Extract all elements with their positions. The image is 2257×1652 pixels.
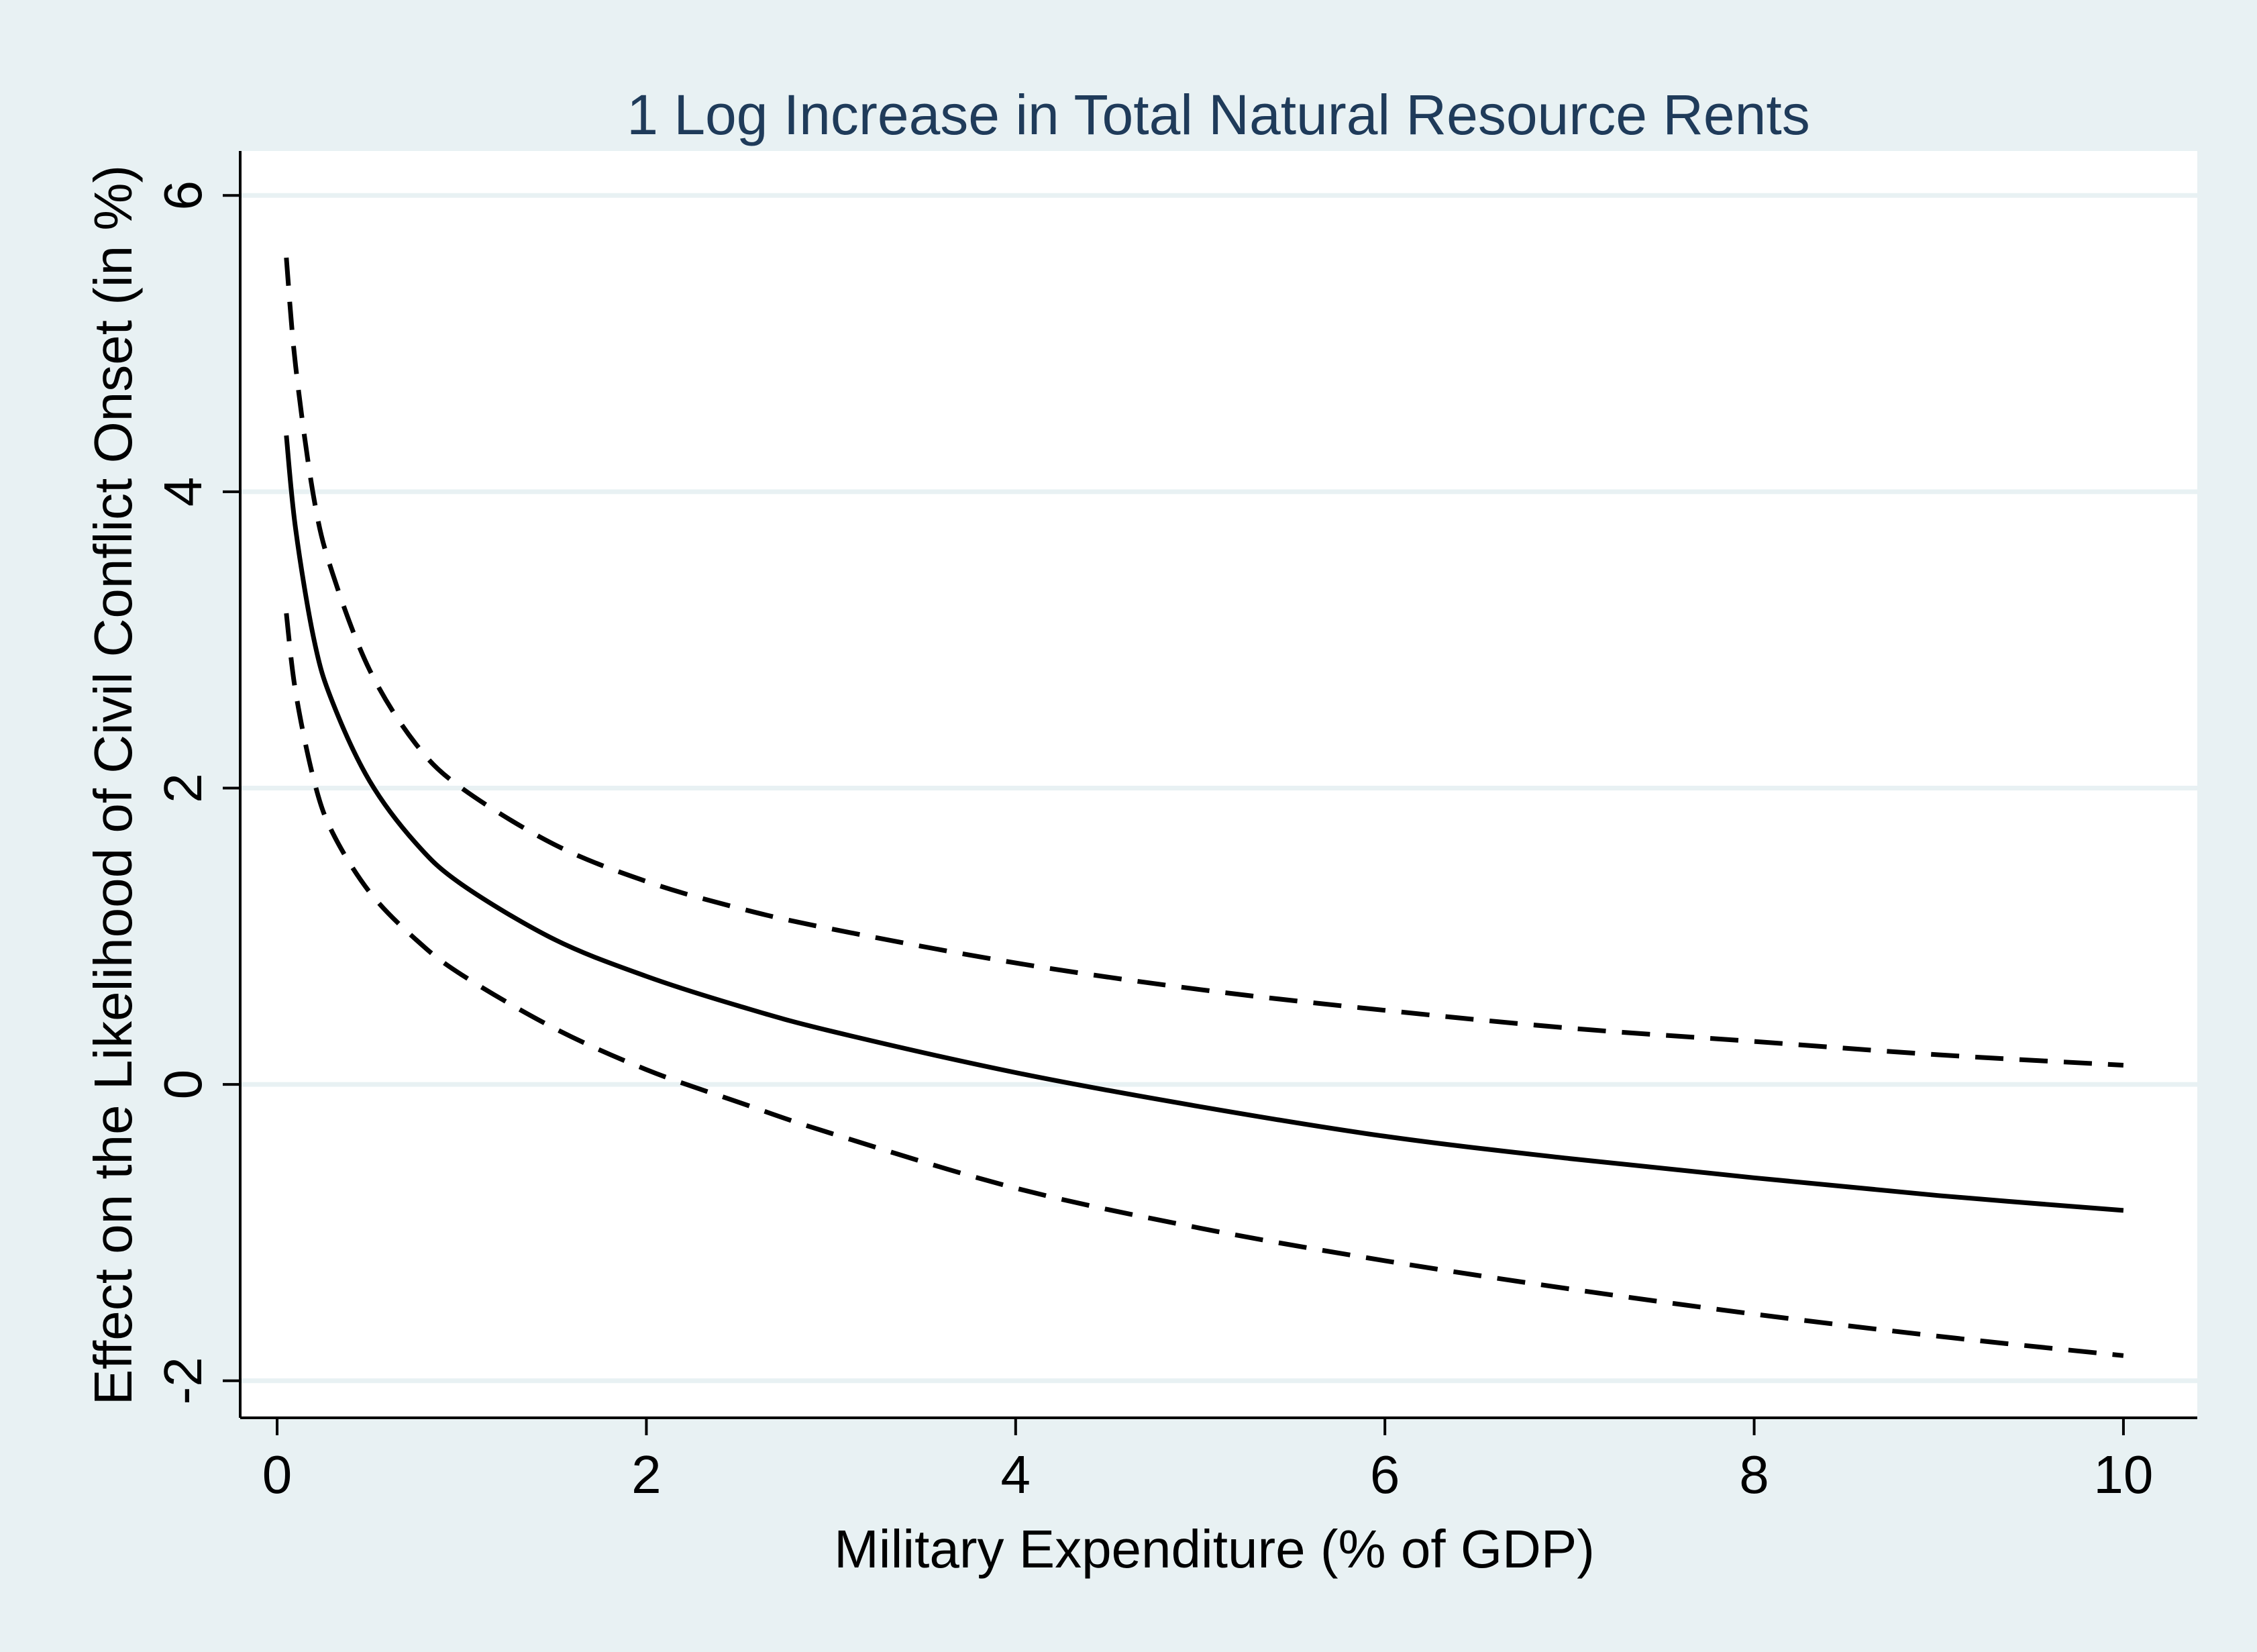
chart-title: 1 Log Increase in Total Natural Resource… (627, 83, 1809, 146)
axes: 0 2 4 6 8 10 -2 0 2 4 6 (153, 151, 2197, 1504)
marginal-effect-line (284, 435, 2124, 1213)
y-tick-label: 0 (153, 1070, 213, 1100)
x-tick-label: 10 (2093, 1445, 2153, 1504)
y-axis-label: Effect on the Likelihood of Civil Confli… (83, 165, 143, 1405)
y-tick-label: 4 (153, 477, 213, 507)
x-tick-label: 4 (1001, 1445, 1031, 1504)
series-lines (284, 257, 2124, 1358)
x-tick-label: 6 (1370, 1445, 1400, 1504)
plot-background (240, 151, 2197, 1418)
x-axis-label: Military Expenditure (% of GDP) (834, 1519, 1595, 1579)
y-tick-label: -2 (153, 1357, 213, 1404)
gridlines (240, 193, 2197, 1384)
lower-bound-line (284, 613, 2124, 1358)
upper-bound-line (284, 257, 2124, 1068)
x-tick-label: 8 (1739, 1445, 1769, 1504)
y-tick-label: 6 (153, 180, 213, 211)
y-tick-label: 2 (153, 773, 213, 803)
x-tick-label: 2 (631, 1445, 662, 1504)
x-tick-label: 0 (262, 1445, 293, 1504)
